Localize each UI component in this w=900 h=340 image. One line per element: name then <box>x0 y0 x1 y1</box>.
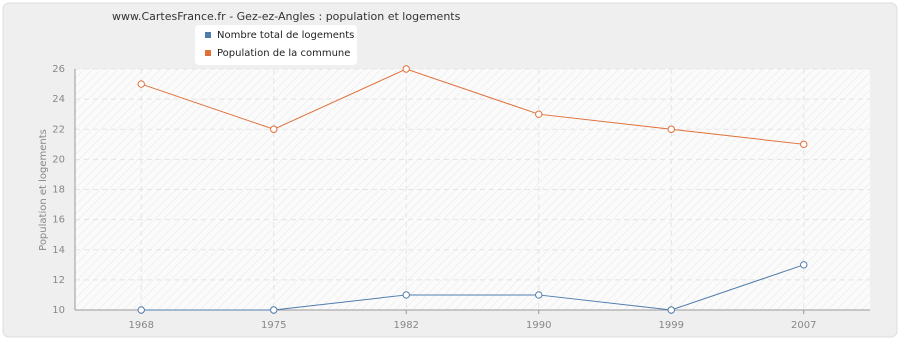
legend: Nombre total de logements Population de l… <box>205 30 354 59</box>
legend-swatch <box>205 50 211 56</box>
y-tick-label: 14 <box>52 245 65 256</box>
series-line <box>141 68 804 145</box>
legend-box <box>195 25 357 65</box>
x-tick-label: 1982 <box>394 320 419 331</box>
legend-label: Nombre total de logements <box>217 30 354 41</box>
y-tick-label: 18 <box>52 185 65 196</box>
legend-label: Population de la commune <box>217 48 350 59</box>
chart-title: www.CartesFrance.fr - Gez-ez-Angles : po… <box>112 10 461 23</box>
data-point <box>137 80 145 88</box>
data-point <box>402 291 410 299</box>
data-point <box>800 261 808 269</box>
data-point <box>667 306 675 314</box>
plot <box>137 65 808 314</box>
data-point <box>270 306 278 314</box>
data-point <box>402 65 410 73</box>
grid: 10 12 14 16 18 20 22 24 26 1968 1975 1982 1990 1999 20… <box>52 64 870 331</box>
y-tick-label: 16 <box>52 215 65 226</box>
x-tick-label: 2007 <box>791 320 816 331</box>
y-tick-label: 12 <box>52 275 65 286</box>
y-tick-label: 20 <box>52 154 65 165</box>
y-tick-label: 22 <box>52 124 65 135</box>
data-point <box>535 110 543 118</box>
legend-swatch <box>205 32 211 38</box>
data-point <box>667 125 675 133</box>
data-point <box>800 140 808 149</box>
x-tick-label: 1999 <box>659 320 684 331</box>
x-tick-label: 1975 <box>261 320 286 331</box>
y-axis-label: Population et logements <box>38 129 49 251</box>
data-point <box>270 125 278 133</box>
y-tick-label: 10 <box>52 305 65 316</box>
data-point <box>535 291 543 299</box>
data-point <box>137 306 145 314</box>
x-tick-label: 1990 <box>526 320 551 331</box>
y-tick-label: 26 <box>52 64 65 75</box>
x-tick-label: 1968 <box>129 320 154 331</box>
series-line <box>141 264 804 311</box>
y-tick-label: 24 <box>52 94 65 105</box>
